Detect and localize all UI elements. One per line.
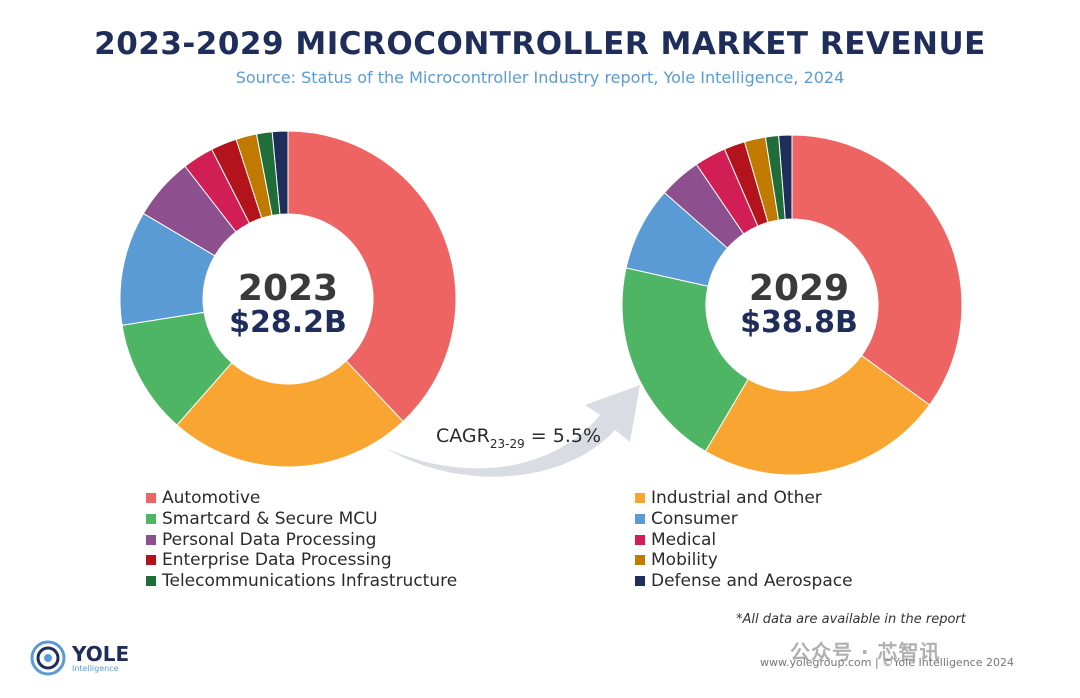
donut-2029-slice-defense-and-aerospace <box>778 134 793 220</box>
legend-swatch <box>635 555 645 565</box>
legend-swatch <box>635 576 645 586</box>
legend-label: Consumer <box>651 509 738 529</box>
legend-item-mobility: Mobility <box>635 550 718 570</box>
donut-2023-total: $28.2B <box>229 305 347 340</box>
legend-swatch <box>146 535 156 545</box>
footer-text: www.yolegroup.com | ©Yole Intelligence 2… <box>760 656 1014 669</box>
legend-label: Defense and Aerospace <box>651 571 853 591</box>
legend-item-medical: Medical <box>635 530 716 550</box>
legend-label: Smartcard & Secure MCU <box>162 509 378 529</box>
yole-logo: YOLE Intelligence <box>30 640 129 676</box>
cagr-prefix: CAGR <box>436 425 490 447</box>
donut-2023-year: 2023 <box>238 268 338 309</box>
legend-label: Industrial and Other <box>651 488 822 508</box>
legend-label: Personal Data Processing <box>162 530 377 550</box>
cagr-subscript: 23-29 <box>490 437 525 451</box>
legend-label: Telecommunications Infrastructure <box>162 571 458 591</box>
legend-label: Medical <box>651 530 717 550</box>
donut-2029-slice-automotive <box>791 134 963 406</box>
donut-2023-slice-industrial-and-other <box>176 360 404 468</box>
donut-2023-slice-defense-and-aerospace <box>271 130 289 215</box>
cagr-suffix: = 5.5% <box>525 425 601 447</box>
legend-swatch <box>635 535 645 545</box>
legend-swatch <box>146 493 156 503</box>
legend-swatch <box>146 555 156 565</box>
donut-2029-total: $38.8B <box>740 305 858 340</box>
availability-note: *All data are available in the report <box>736 612 966 627</box>
legend-label: Mobility <box>651 550 718 570</box>
legend-item-industrial: Industrial and Other <box>635 488 822 508</box>
legend-item-defense: Defense and Aerospace <box>635 571 853 591</box>
legend-label: Enterprise Data Processing <box>162 550 392 570</box>
donut-2029 <box>621 134 963 476</box>
legend-swatch <box>635 493 645 503</box>
donut-2023-slice-automotive <box>287 130 457 423</box>
legend-item-automotive: Automotive <box>146 488 260 508</box>
donut-2023 <box>119 130 457 468</box>
legend-swatch <box>635 514 645 524</box>
logo-sub: Intelligence <box>72 663 119 673</box>
chart-title: 2023-2029 MICROCONTROLLER MARKET REVENUE <box>94 26 986 62</box>
donut-2029-slice-industrial-and-other <box>704 354 931 476</box>
legend-item-enterprise-data: Enterprise Data Processing <box>146 550 392 570</box>
cagr-arrow <box>385 385 640 477</box>
legend-item-telecom: Telecommunications Infrastructure <box>146 571 457 591</box>
watermark: 公众号 · 芯智讯 <box>790 640 941 664</box>
legend-swatch <box>146 514 156 524</box>
cagr-label: CAGR23-29 = 5.5% <box>436 425 601 451</box>
donut-2029-slice-smartcard-secure-mcu <box>621 267 749 453</box>
donut-2029-year: 2029 <box>749 268 849 309</box>
yole-logo-icon <box>30 640 66 676</box>
legend-swatch <box>146 576 156 586</box>
chart-subtitle: Source: Status of the Microcontroller In… <box>235 68 845 87</box>
legend-item-personal-data: Personal Data Processing <box>146 530 376 550</box>
logo-name: YOLE <box>72 641 130 666</box>
legend-label: Automotive <box>162 488 261 508</box>
legend-item-consumer: Consumer <box>635 509 738 529</box>
legend-item-smartcard: Smartcard & Secure MCU <box>146 509 378 529</box>
